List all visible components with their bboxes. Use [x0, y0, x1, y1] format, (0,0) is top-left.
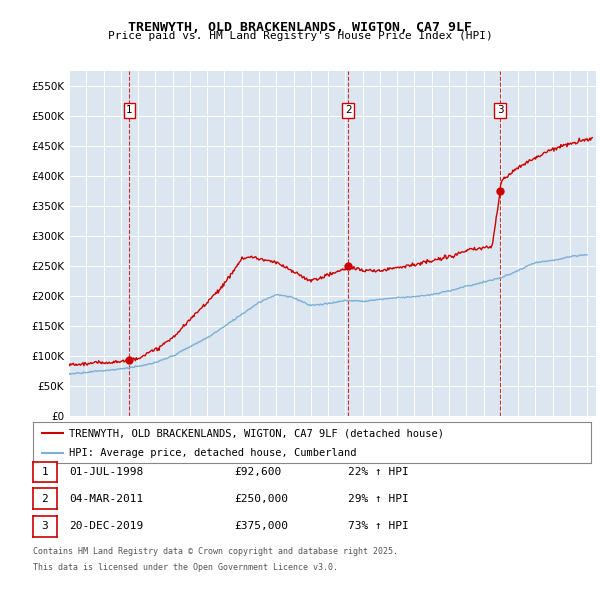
Text: 2: 2 — [345, 106, 352, 116]
Text: HPI: Average price, detached house, Cumberland: HPI: Average price, detached house, Cumb… — [69, 448, 357, 458]
Text: 29% ↑ HPI: 29% ↑ HPI — [348, 494, 409, 503]
Text: 2: 2 — [41, 494, 49, 503]
Text: 01-JUL-1998: 01-JUL-1998 — [69, 467, 143, 477]
Text: £92,600: £92,600 — [234, 467, 281, 477]
Text: 3: 3 — [41, 522, 49, 531]
Text: This data is licensed under the Open Government Licence v3.0.: This data is licensed under the Open Gov… — [33, 563, 338, 572]
Text: 1: 1 — [126, 106, 133, 116]
Text: 3: 3 — [497, 106, 503, 116]
Text: Contains HM Land Registry data © Crown copyright and database right 2025.: Contains HM Land Registry data © Crown c… — [33, 547, 398, 556]
Text: £250,000: £250,000 — [234, 494, 288, 503]
Text: TRENWYTH, OLD BRACKENLANDS, WIGTON, CA7 9LF (detached house): TRENWYTH, OLD BRACKENLANDS, WIGTON, CA7 … — [69, 428, 444, 438]
Text: 04-MAR-2011: 04-MAR-2011 — [69, 494, 143, 503]
Text: 22% ↑ HPI: 22% ↑ HPI — [348, 467, 409, 477]
Text: 1: 1 — [41, 467, 49, 477]
Text: £375,000: £375,000 — [234, 522, 288, 531]
Text: Price paid vs. HM Land Registry's House Price Index (HPI): Price paid vs. HM Land Registry's House … — [107, 31, 493, 41]
Text: TRENWYTH, OLD BRACKENLANDS, WIGTON, CA7 9LF: TRENWYTH, OLD BRACKENLANDS, WIGTON, CA7 … — [128, 21, 472, 34]
Text: 73% ↑ HPI: 73% ↑ HPI — [348, 522, 409, 531]
Text: 20-DEC-2019: 20-DEC-2019 — [69, 522, 143, 531]
